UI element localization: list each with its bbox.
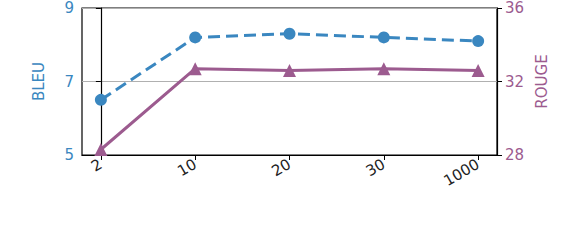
svg-text:1000: 1000 [441,155,483,190]
svg-text:30: 30 [363,155,389,180]
svg-text:20: 20 [268,155,294,180]
svg-text:28: 28 [505,146,524,164]
svg-text:9: 9 [64,0,74,17]
svg-text:10: 10 [174,155,200,180]
svg-text:ROUGE: ROUGE [533,54,551,108]
svg-text:32: 32 [505,73,524,91]
svg-text:5: 5 [64,146,74,164]
svg-text:36: 36 [505,0,524,17]
svg-text:2: 2 [88,155,105,175]
svg-text:7: 7 [64,73,74,91]
svg-text:BLEU: BLEU [30,62,48,101]
